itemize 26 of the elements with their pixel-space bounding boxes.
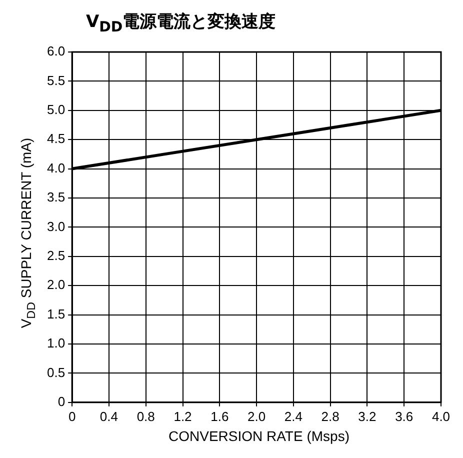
y-tick-label: 2.0 bbox=[46, 277, 66, 292]
y-tick-label: 1.0 bbox=[46, 336, 66, 351]
y-tick-label: 4.5 bbox=[46, 131, 66, 146]
x-tick-label: 2.0 bbox=[247, 408, 266, 424]
x-tick-label: 0.4 bbox=[100, 408, 118, 424]
y-tick-label: 5.0 bbox=[46, 102, 66, 117]
y-tick-label: 6.0 bbox=[46, 44, 66, 59]
x-tick-label: 1.6 bbox=[210, 408, 229, 424]
x-tick-label: 4.0 bbox=[432, 408, 450, 424]
y-tick-label: 0.5 bbox=[46, 364, 66, 380]
x-tick-label: 2.8 bbox=[321, 408, 340, 424]
x-tick-label: 0 bbox=[68, 408, 76, 424]
y-tick-label: 5.5 bbox=[46, 72, 66, 88]
y-tick-label: 1.5 bbox=[46, 306, 66, 322]
y-tick-label: 4.0 bbox=[46, 160, 66, 176]
x-tick-label: 1.2 bbox=[174, 408, 192, 424]
chart-title: V$_{DD}$電源電流と変換速度 bbox=[86, 11, 276, 36]
x-tick-label: 2.4 bbox=[284, 408, 302, 424]
x-tick-label: 0.8 bbox=[136, 408, 155, 424]
x-tick-label: 3.2 bbox=[358, 408, 376, 424]
y-tick-label: 3.5 bbox=[46, 190, 66, 205]
y-tick-label: 2.5 bbox=[46, 248, 66, 263]
y-tick-label: 3.0 bbox=[46, 218, 66, 234]
y-tick-label: 0 bbox=[58, 394, 66, 409]
x-tick-label: 3.6 bbox=[395, 408, 414, 424]
x-axis-title: CONVERSION RATE (Msps) bbox=[168, 428, 350, 444]
